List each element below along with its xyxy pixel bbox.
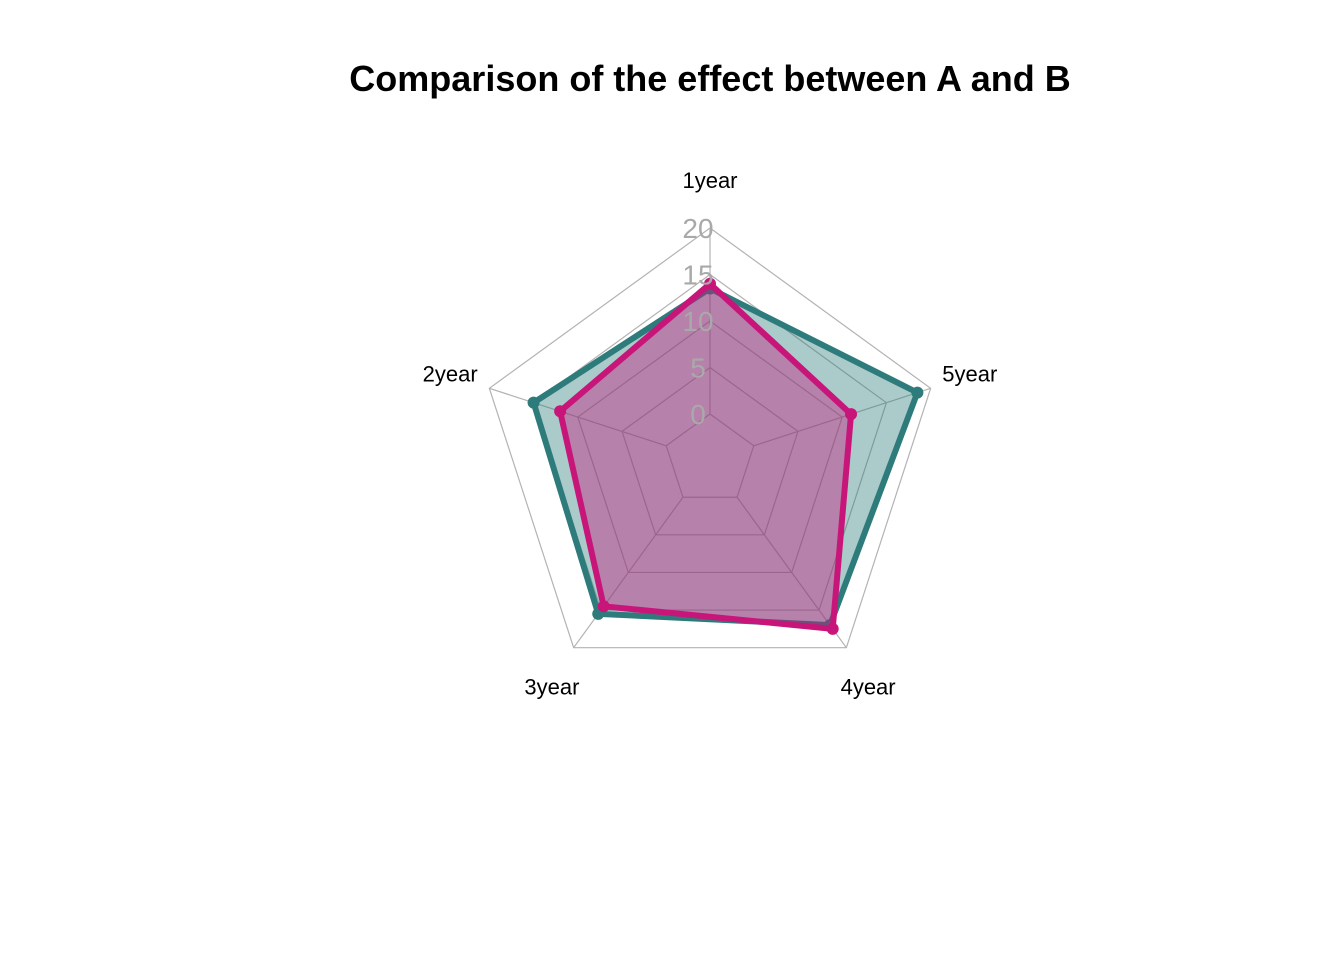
grid-spoke-1 — [753, 387, 931, 447]
grid-ring-4 — [488, 227, 932, 649]
radar-grid — [488, 227, 932, 649]
radar-series — [527, 277, 924, 635]
series-1-point-2 — [826, 622, 839, 635]
tick-label-4: 20 — [682, 213, 713, 244]
tick-label-0: 0 — [690, 399, 706, 430]
series-1-point-1 — [845, 408, 858, 421]
axis-label-5year: 5year — [942, 361, 997, 386]
grid-ring-0 — [665, 413, 755, 498]
series-1 — [554, 277, 858, 635]
axis-label-1year: 1year — [682, 168, 737, 193]
series-0-point-1 — [911, 386, 924, 399]
tick-label-3: 15 — [682, 260, 713, 291]
series-1-area — [557, 280, 855, 632]
radar-ticks: 0 5 10 15 20 — [682, 213, 713, 430]
chart-title: Comparison of the effect between A and B — [349, 58, 1071, 99]
axis-label-2year: 2year — [423, 361, 478, 386]
series-0-point-4 — [527, 396, 540, 409]
axis-label-4year: 4year — [841, 675, 896, 700]
series-1-point-3 — [597, 600, 610, 613]
axis-label-3year: 3year — [524, 675, 579, 700]
radar-axis-labels: 1year 5year 4year 3year 2year — [423, 168, 998, 700]
grid-ring-2 — [577, 320, 843, 574]
series-1-point-4 — [554, 405, 567, 418]
series-1-point-0 — [704, 277, 716, 290]
tick-label-2: 10 — [682, 306, 713, 337]
grid-ring-1 — [621, 366, 799, 536]
tick-label-1: 5 — [690, 353, 706, 384]
grid-spoke-3 — [573, 496, 684, 649]
grid-spoke-4 — [489, 387, 667, 447]
